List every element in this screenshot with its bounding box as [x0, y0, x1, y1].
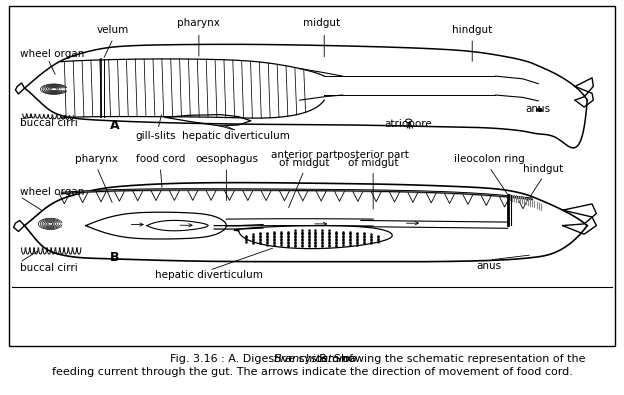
Text: . B. Showing the schematic representation of the: . B. Showing the schematic representatio…: [312, 354, 585, 365]
Text: buccal cirri: buccal cirri: [20, 263, 77, 273]
Text: hepatic diverticulum: hepatic diverticulum: [182, 131, 290, 141]
Text: Branchiostoma: Branchiostoma: [273, 354, 357, 365]
Text: Fig. 3.16 : A. Digestive system of: Fig. 3.16 : A. Digestive system of: [170, 354, 356, 365]
Text: velum: velum: [97, 25, 129, 35]
Polygon shape: [147, 220, 208, 231]
Text: ileocolon ring: ileocolon ring: [454, 154, 525, 164]
Text: oesophagus: oesophagus: [195, 154, 258, 164]
Text: gill-slits: gill-slits: [136, 131, 177, 141]
Text: hepatic diverticulum: hepatic diverticulum: [155, 271, 263, 280]
Text: posterior part: posterior part: [337, 150, 409, 160]
Text: A: A: [110, 119, 120, 132]
Text: B: B: [110, 251, 120, 264]
Text: midgut: midgut: [303, 18, 339, 28]
Text: hindgut: hindgut: [452, 25, 492, 35]
Text: atriopore: atriopore: [385, 119, 432, 129]
Text: of midgut: of midgut: [279, 158, 329, 168]
Circle shape: [537, 108, 542, 111]
Text: feeding current through the gut. The arrows indicate the direction of movement o: feeding current through the gut. The arr…: [52, 367, 572, 377]
Polygon shape: [24, 44, 587, 148]
Text: pharynx: pharynx: [75, 154, 117, 164]
Text: buccal cirri: buccal cirri: [20, 117, 77, 128]
Polygon shape: [24, 182, 587, 262]
Text: pharynx: pharynx: [177, 18, 220, 28]
Text: anterior part: anterior part: [271, 150, 337, 160]
Text: anus: anus: [525, 104, 551, 114]
Text: of midgut: of midgut: [348, 158, 398, 168]
Text: wheel organ: wheel organ: [20, 187, 84, 197]
Circle shape: [406, 119, 412, 122]
Polygon shape: [85, 212, 227, 239]
Text: anus: anus: [477, 261, 502, 271]
Text: wheel organ: wheel organ: [20, 49, 84, 59]
Text: hindgut: hindgut: [523, 164, 563, 174]
Text: food cord: food cord: [135, 154, 185, 164]
